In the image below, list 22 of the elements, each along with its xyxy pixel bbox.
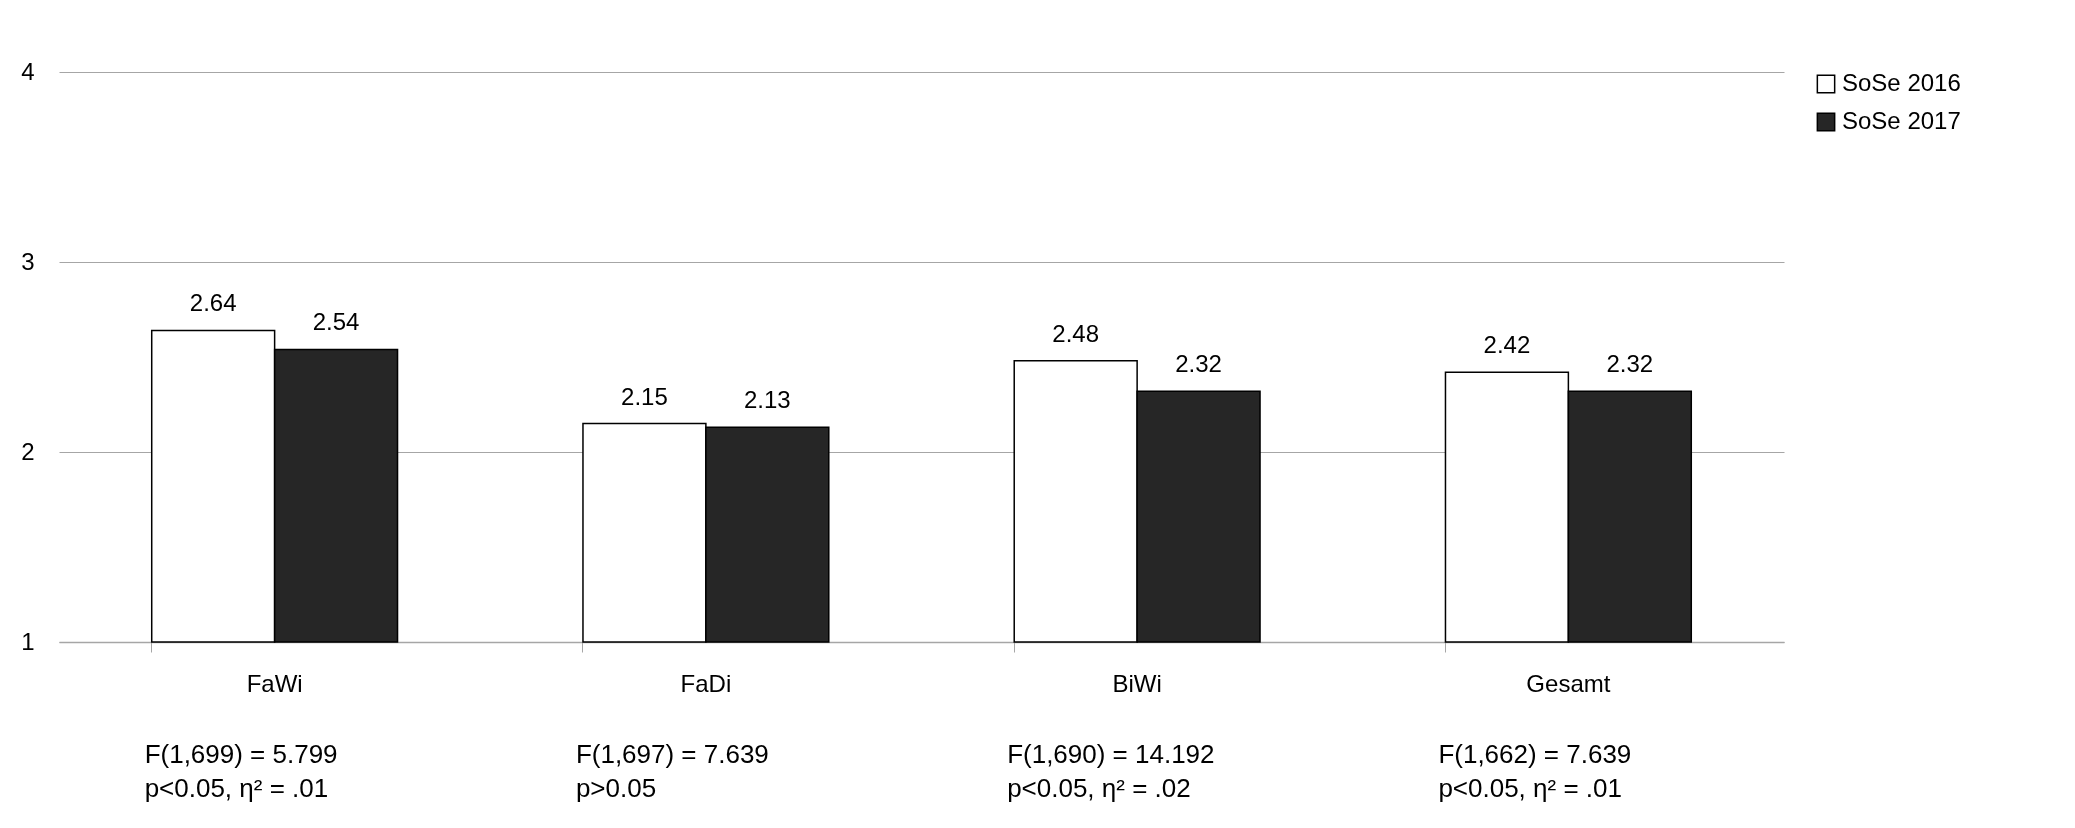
y-tick-label: 2 <box>21 437 35 465</box>
text: F(1,697) = 7.639 p>0.05 <box>575 739 769 803</box>
x-tick-label: Gesamt <box>1526 669 1611 697</box>
data-label: 2.32 <box>1175 350 1222 378</box>
legend-label: SoSe 2017 <box>1842 107 1961 134</box>
y-tick-label: 1 <box>21 627 35 655</box>
x-tick-label: FaDi <box>680 669 732 697</box>
data-label: 2.32 <box>1606 350 1654 378</box>
text: F(1,690) = 14.192 p<0.05, η² = .02 <box>1007 739 1215 803</box>
data-label: 2.13 <box>743 386 791 414</box>
y-tick-label: 3 <box>21 247 35 275</box>
y-tick-label: 4 <box>21 57 35 85</box>
text: F(1,699) = 5.799 p<0.05, η² = .01 <box>144 739 338 803</box>
data-label: 2.54 <box>312 308 360 336</box>
data-label: 2.42 <box>1483 331 1531 359</box>
x-tick-label: FaWi <box>246 669 303 697</box>
legend-label: SoSe 2016 <box>1842 69 1961 96</box>
x-tick-label: BiWi <box>1112 669 1162 697</box>
data-label: 2.64 <box>189 289 237 317</box>
data-label: 2.15 <box>621 382 668 410</box>
text: F(1,662) = 7.639 p<0.05, η² = .01 <box>1438 739 1632 803</box>
data-label: 2.48 <box>1052 319 1100 347</box>
